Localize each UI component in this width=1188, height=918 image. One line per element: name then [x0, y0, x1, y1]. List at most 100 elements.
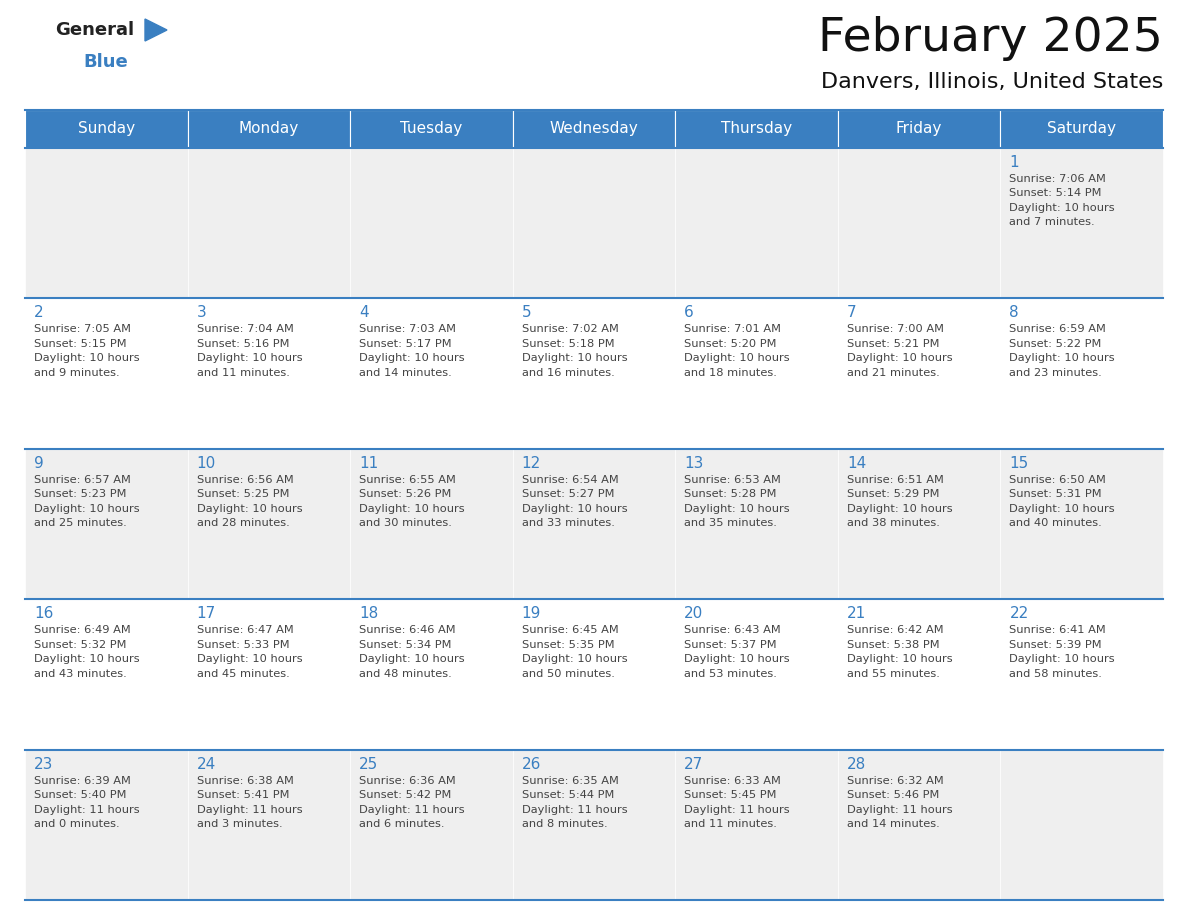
Bar [25, 599, 188, 750]
Text: Daylight: 10 hours: Daylight: 10 hours [684, 655, 790, 665]
Bar [25, 148, 188, 298]
Text: and 28 minutes.: and 28 minutes. [196, 519, 290, 528]
Text: Tuesday: Tuesday [400, 121, 462, 137]
Bar [350, 449, 513, 599]
Bar [513, 750, 675, 900]
Bar [1000, 148, 1163, 298]
Text: Daylight: 11 hours: Daylight: 11 hours [522, 804, 627, 814]
Text: and 8 minutes.: and 8 minutes. [522, 819, 607, 829]
Text: 16: 16 [34, 606, 53, 621]
Text: and 35 minutes.: and 35 minutes. [684, 519, 777, 528]
Text: and 18 minutes.: and 18 minutes. [684, 368, 777, 378]
Text: 23: 23 [34, 756, 53, 772]
Bar [675, 298, 838, 449]
Text: Sunset: 5:31 PM: Sunset: 5:31 PM [1010, 489, 1102, 499]
Text: Sunset: 5:14 PM: Sunset: 5:14 PM [1010, 188, 1102, 198]
Text: Daylight: 10 hours: Daylight: 10 hours [847, 655, 953, 665]
Text: Daylight: 10 hours: Daylight: 10 hours [847, 353, 953, 364]
Text: Daylight: 11 hours: Daylight: 11 hours [359, 804, 465, 814]
Text: Sunrise: 6:59 AM: Sunrise: 6:59 AM [1010, 324, 1106, 334]
Bar [513, 449, 675, 599]
Bar [838, 750, 1000, 900]
Text: Daylight: 10 hours: Daylight: 10 hours [684, 353, 790, 364]
Text: Daylight: 11 hours: Daylight: 11 hours [847, 804, 953, 814]
Text: 17: 17 [196, 606, 216, 621]
Text: Sunset: 5:34 PM: Sunset: 5:34 PM [359, 640, 451, 650]
Text: Daylight: 10 hours: Daylight: 10 hours [1010, 203, 1116, 213]
Bar [1000, 110, 1163, 148]
Text: Sunset: 5:38 PM: Sunset: 5:38 PM [847, 640, 940, 650]
Bar [25, 298, 188, 449]
Text: and 45 minutes.: and 45 minutes. [196, 668, 290, 678]
Text: Sunrise: 6:45 AM: Sunrise: 6:45 AM [522, 625, 619, 635]
Text: Sunrise: 6:35 AM: Sunrise: 6:35 AM [522, 776, 619, 786]
Bar [513, 110, 675, 148]
Text: Sunrise: 6:55 AM: Sunrise: 6:55 AM [359, 475, 456, 485]
Text: Sunrise: 6:36 AM: Sunrise: 6:36 AM [359, 776, 456, 786]
Bar [350, 148, 513, 298]
Bar [25, 449, 188, 599]
Text: Sunset: 5:21 PM: Sunset: 5:21 PM [847, 339, 940, 349]
Bar [675, 148, 838, 298]
Text: Sunrise: 7:04 AM: Sunrise: 7:04 AM [196, 324, 293, 334]
Text: Sunrise: 6:33 AM: Sunrise: 6:33 AM [684, 776, 782, 786]
Text: 28: 28 [847, 756, 866, 772]
Text: Sunset: 5:39 PM: Sunset: 5:39 PM [1010, 640, 1102, 650]
Polygon shape [145, 19, 168, 41]
Bar [675, 110, 838, 148]
Text: Daylight: 10 hours: Daylight: 10 hours [1010, 504, 1116, 514]
Text: Sunset: 5:26 PM: Sunset: 5:26 PM [359, 489, 451, 499]
Text: Sunset: 5:18 PM: Sunset: 5:18 PM [522, 339, 614, 349]
Bar [1000, 599, 1163, 750]
Text: and 23 minutes.: and 23 minutes. [1010, 368, 1102, 378]
Text: and 11 minutes.: and 11 minutes. [196, 368, 290, 378]
Text: 4: 4 [359, 306, 368, 320]
Text: Daylight: 10 hours: Daylight: 10 hours [34, 353, 140, 364]
Text: Daylight: 10 hours: Daylight: 10 hours [1010, 655, 1116, 665]
Text: Sunrise: 6:51 AM: Sunrise: 6:51 AM [847, 475, 943, 485]
Text: Sunset: 5:17 PM: Sunset: 5:17 PM [359, 339, 451, 349]
Text: and 25 minutes.: and 25 minutes. [34, 519, 127, 528]
Text: Daylight: 10 hours: Daylight: 10 hours [522, 504, 627, 514]
Text: Sunrise: 6:32 AM: Sunrise: 6:32 AM [847, 776, 943, 786]
Text: 22: 22 [1010, 606, 1029, 621]
Bar [838, 110, 1000, 148]
Text: and 38 minutes.: and 38 minutes. [847, 519, 940, 528]
Text: 5: 5 [522, 306, 531, 320]
Text: Monday: Monday [239, 121, 299, 137]
Text: Blue: Blue [83, 53, 128, 71]
Bar [675, 599, 838, 750]
Text: Saturday: Saturday [1047, 121, 1117, 137]
Text: and 7 minutes.: and 7 minutes. [1010, 218, 1095, 228]
Text: 25: 25 [359, 756, 379, 772]
Text: and 3 minutes.: and 3 minutes. [196, 819, 283, 829]
Text: Sunset: 5:44 PM: Sunset: 5:44 PM [522, 790, 614, 800]
Text: Sunrise: 6:50 AM: Sunrise: 6:50 AM [1010, 475, 1106, 485]
Bar [25, 110, 188, 148]
Text: 18: 18 [359, 606, 379, 621]
Text: 3: 3 [196, 306, 207, 320]
Text: Daylight: 10 hours: Daylight: 10 hours [359, 353, 465, 364]
Text: Daylight: 11 hours: Daylight: 11 hours [684, 804, 790, 814]
Bar [188, 298, 350, 449]
Text: Sunrise: 6:49 AM: Sunrise: 6:49 AM [34, 625, 131, 635]
Text: Sunset: 5:15 PM: Sunset: 5:15 PM [34, 339, 127, 349]
Text: and 58 minutes.: and 58 minutes. [1010, 668, 1102, 678]
Text: Sunset: 5:25 PM: Sunset: 5:25 PM [196, 489, 289, 499]
Bar [1000, 449, 1163, 599]
Bar [350, 298, 513, 449]
Text: and 0 minutes.: and 0 minutes. [34, 819, 120, 829]
Text: Sunset: 5:27 PM: Sunset: 5:27 PM [522, 489, 614, 499]
Text: Sunrise: 6:47 AM: Sunrise: 6:47 AM [196, 625, 293, 635]
Text: Sunrise: 6:57 AM: Sunrise: 6:57 AM [34, 475, 131, 485]
Bar [188, 148, 350, 298]
Bar [513, 599, 675, 750]
Text: Sunset: 5:40 PM: Sunset: 5:40 PM [34, 790, 126, 800]
Bar [188, 750, 350, 900]
Text: February 2025: February 2025 [819, 16, 1163, 61]
Text: and 9 minutes.: and 9 minutes. [34, 368, 120, 378]
Bar [838, 148, 1000, 298]
Text: Sunset: 5:41 PM: Sunset: 5:41 PM [196, 790, 289, 800]
Text: 15: 15 [1010, 456, 1029, 471]
Text: 8: 8 [1010, 306, 1019, 320]
